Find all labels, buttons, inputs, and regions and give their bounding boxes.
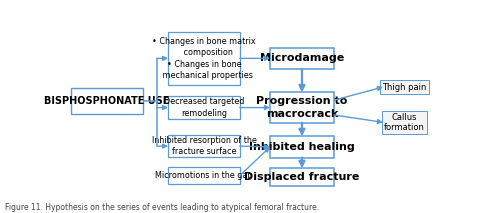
Text: Thigh pain: Thigh pain — [382, 83, 426, 92]
Text: Decreased targeted
remodeling: Decreased targeted remodeling — [164, 97, 244, 118]
Text: BISPHOSPHONATE USE: BISPHOSPHONATE USE — [44, 96, 170, 106]
FancyBboxPatch shape — [168, 167, 240, 184]
Text: Microdamage: Microdamage — [260, 53, 344, 63]
FancyBboxPatch shape — [168, 32, 240, 85]
FancyBboxPatch shape — [168, 135, 240, 157]
Text: Callus
formation: Callus formation — [384, 113, 424, 132]
FancyBboxPatch shape — [270, 168, 334, 186]
Text: Micromotions in the gap: Micromotions in the gap — [155, 171, 252, 180]
Text: Inhibited resorption of the
fracture surface: Inhibited resorption of the fracture sur… — [152, 136, 256, 156]
FancyBboxPatch shape — [71, 88, 143, 114]
Text: Figure 11. Hypothesis on the series of events leading to atypical femoral fractu: Figure 11. Hypothesis on the series of e… — [5, 203, 319, 212]
Text: Displaced fracture: Displaced fracture — [244, 172, 360, 182]
FancyBboxPatch shape — [270, 136, 334, 158]
FancyBboxPatch shape — [270, 48, 334, 69]
FancyBboxPatch shape — [270, 92, 334, 123]
FancyBboxPatch shape — [168, 96, 240, 119]
Text: • Changes in bone matrix
   composition
• Changes in bone
   mechanical properti: • Changes in bone matrix composition • C… — [152, 37, 256, 80]
Text: Inhibited healing: Inhibited healing — [249, 142, 355, 152]
Text: Progression to
macrocrack: Progression to macrocrack — [256, 96, 348, 119]
